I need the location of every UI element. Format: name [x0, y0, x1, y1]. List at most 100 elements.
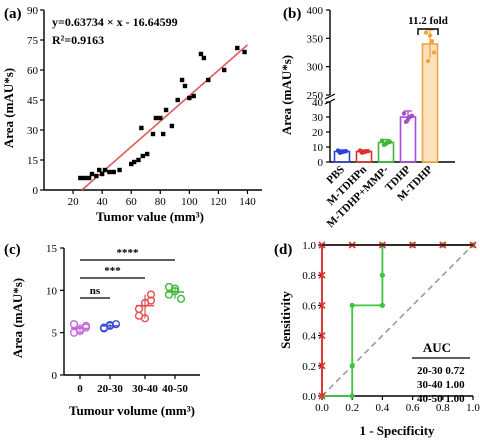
panel-d-roc-marker [349, 363, 355, 369]
panel-a-data-point [222, 67, 227, 73]
panel-d-y-tick-label: 1.0 [302, 240, 316, 252]
panel-a-data-point [129, 161, 134, 167]
panel-b-replicate-point [385, 140, 391, 145]
panel-c-y-tick-label: 5 [52, 328, 58, 340]
panel-a-data-point [201, 55, 207, 61]
panel-a-data-point [150, 131, 156, 137]
panel-b-replicate-point [363, 149, 369, 154]
panel-d-x-tick-label: 0.2 [345, 402, 359, 414]
panel-a-data-point [94, 173, 99, 179]
panel-b-y-label: Area (mAU*s) [279, 55, 294, 135]
panel-b-replicate-point [429, 38, 435, 44]
panel-d-x-tick-label: 0.4 [376, 402, 390, 414]
panel-b-y-tick-label: 350 [307, 33, 324, 45]
panel-a-data-point [153, 115, 159, 121]
panel-a-data-point [160, 131, 166, 137]
panel-d-roc-marker [379, 272, 385, 278]
panel-b-replicate-point [337, 150, 343, 155]
panel-a-data-point [206, 77, 211, 83]
panel-a-data-point [158, 115, 163, 121]
panel-a-x-tick-label: 100 [181, 196, 198, 208]
panel-a-y-tick-label: 75 [27, 35, 39, 47]
panel-b-bar [399, 116, 417, 163]
panel-c-data-point [111, 320, 121, 329]
panel-a-label: (a) [4, 6, 22, 22]
panel-a-equation: y=0.63734 × x - 16.64599 [52, 15, 178, 29]
panel-a-y-tick-label: 15 [27, 155, 39, 167]
panel-a-y-tick-label: 0 [33, 185, 39, 197]
panel-d-x-tick-label: 0.0 [315, 402, 329, 414]
panel-b-replicate-point [423, 30, 429, 35]
panel-c-significance-label: **** [117, 247, 140, 259]
panel-a: (a) 20 40 60 80 100 120 140 0 15 30 45 60 75 90 y=0.6… [1, 5, 262, 224]
panel-b-y-tick-label: 20 [312, 127, 324, 139]
panel-b-replicate-point [403, 119, 409, 125]
panel-a-data-point [117, 167, 122, 173]
panel-c-x-tick-label: 30-40 [132, 383, 158, 395]
panel-d-roc-marker [379, 302, 385, 308]
panel-b-replicate-point [341, 149, 347, 154]
panel-d-roc-marker [318, 362, 326, 370]
panel-b-replicate-point [381, 142, 387, 148]
panel-a-x-label: Tumor value (mm³) [96, 209, 204, 224]
panel-a-x-tick-label: 20 [68, 196, 80, 208]
panel-c-data-point [146, 296, 156, 305]
panel-c-x-tick-label: 20-30 [97, 383, 123, 395]
panel-d-x-label: 1 - Specificity [359, 423, 435, 438]
panel-c-x-tick-label: 0 [77, 383, 83, 395]
panel-a-data-point [111, 169, 116, 175]
panel-d-roc-marker [349, 393, 355, 399]
panel-b-y-tick-label: 250 [307, 90, 324, 102]
panel-a-y-tick-label: 30 [27, 125, 39, 137]
panel-a-data-point [78, 175, 83, 181]
panel-a-data-point [144, 151, 150, 157]
panel-a-data-point [82, 175, 87, 181]
panel-a-x-tick-label: 40 [97, 196, 109, 208]
panel-c-data-point [146, 290, 156, 299]
panel-a-x-tick-label: 140 [239, 196, 256, 208]
panel-b-y-tick-label: 0 [318, 157, 324, 169]
panel-d-roc-marker [349, 302, 355, 308]
panel-c-data-point [134, 304, 144, 314]
panel-c-y-label: Area (mAU*s) [10, 278, 25, 358]
panel-d-x-tick-label: 0.6 [406, 402, 420, 414]
panel-a-r2: R²=0.9163 [52, 33, 104, 47]
panel-b-label: (b) [283, 6, 301, 22]
panel-a-data-point [99, 171, 105, 177]
panel-b-replicate-point [407, 114, 413, 120]
panel-a-x-tick-label: 60 [126, 196, 138, 208]
panel-b-y-tick-label: 400 [307, 5, 324, 17]
panel-d-y-tick-label: 0.0 [302, 391, 316, 403]
panel-d-label: (d) [274, 242, 292, 258]
panel-b-y-tick-label: 300 [307, 62, 324, 74]
panel-a-y-tick-label: 60 [27, 65, 39, 77]
panel-c-y-tick-label: 15 [46, 243, 58, 255]
panel-d-legend-entry: 40-50 1.00 [417, 393, 465, 405]
panel-a-y-tick-label: 45 [27, 95, 39, 107]
panel-d-y-tick-label: 0.8 [302, 270, 316, 282]
panel-c-x-tick-label: 40-50 [162, 383, 188, 395]
panel-b-break-mark [324, 93, 336, 100]
panel-c-data-point [170, 287, 180, 296]
panel-a-y-label: Area (mAU*s) [1, 68, 16, 148]
panel-a-data-point [182, 83, 188, 89]
panel-a-data-point [235, 45, 240, 51]
panel-a-data-point [97, 167, 102, 173]
panel-a-data-point [242, 49, 247, 55]
panel-c-data-point [69, 320, 79, 329]
panel-a-data-point [89, 171, 95, 177]
panel-d-roc-marker [318, 332, 326, 340]
panel-a-data-point [139, 125, 144, 131]
panel-d-y-tick-label: 0.4 [302, 331, 316, 343]
panel-d-x-tick-label: 1.0 [466, 402, 480, 414]
panel-b-replicate-point [427, 33, 433, 38]
panel-a-y-tick-label: 90 [27, 5, 39, 17]
panel-c-significance-label: ns [90, 285, 101, 297]
panel-a-data-point [86, 175, 92, 181]
panel-c-label: (c) [4, 242, 21, 258]
panel-d-y-tick-label: 0.6 [302, 300, 316, 312]
panel-a-data-point [131, 159, 137, 165]
